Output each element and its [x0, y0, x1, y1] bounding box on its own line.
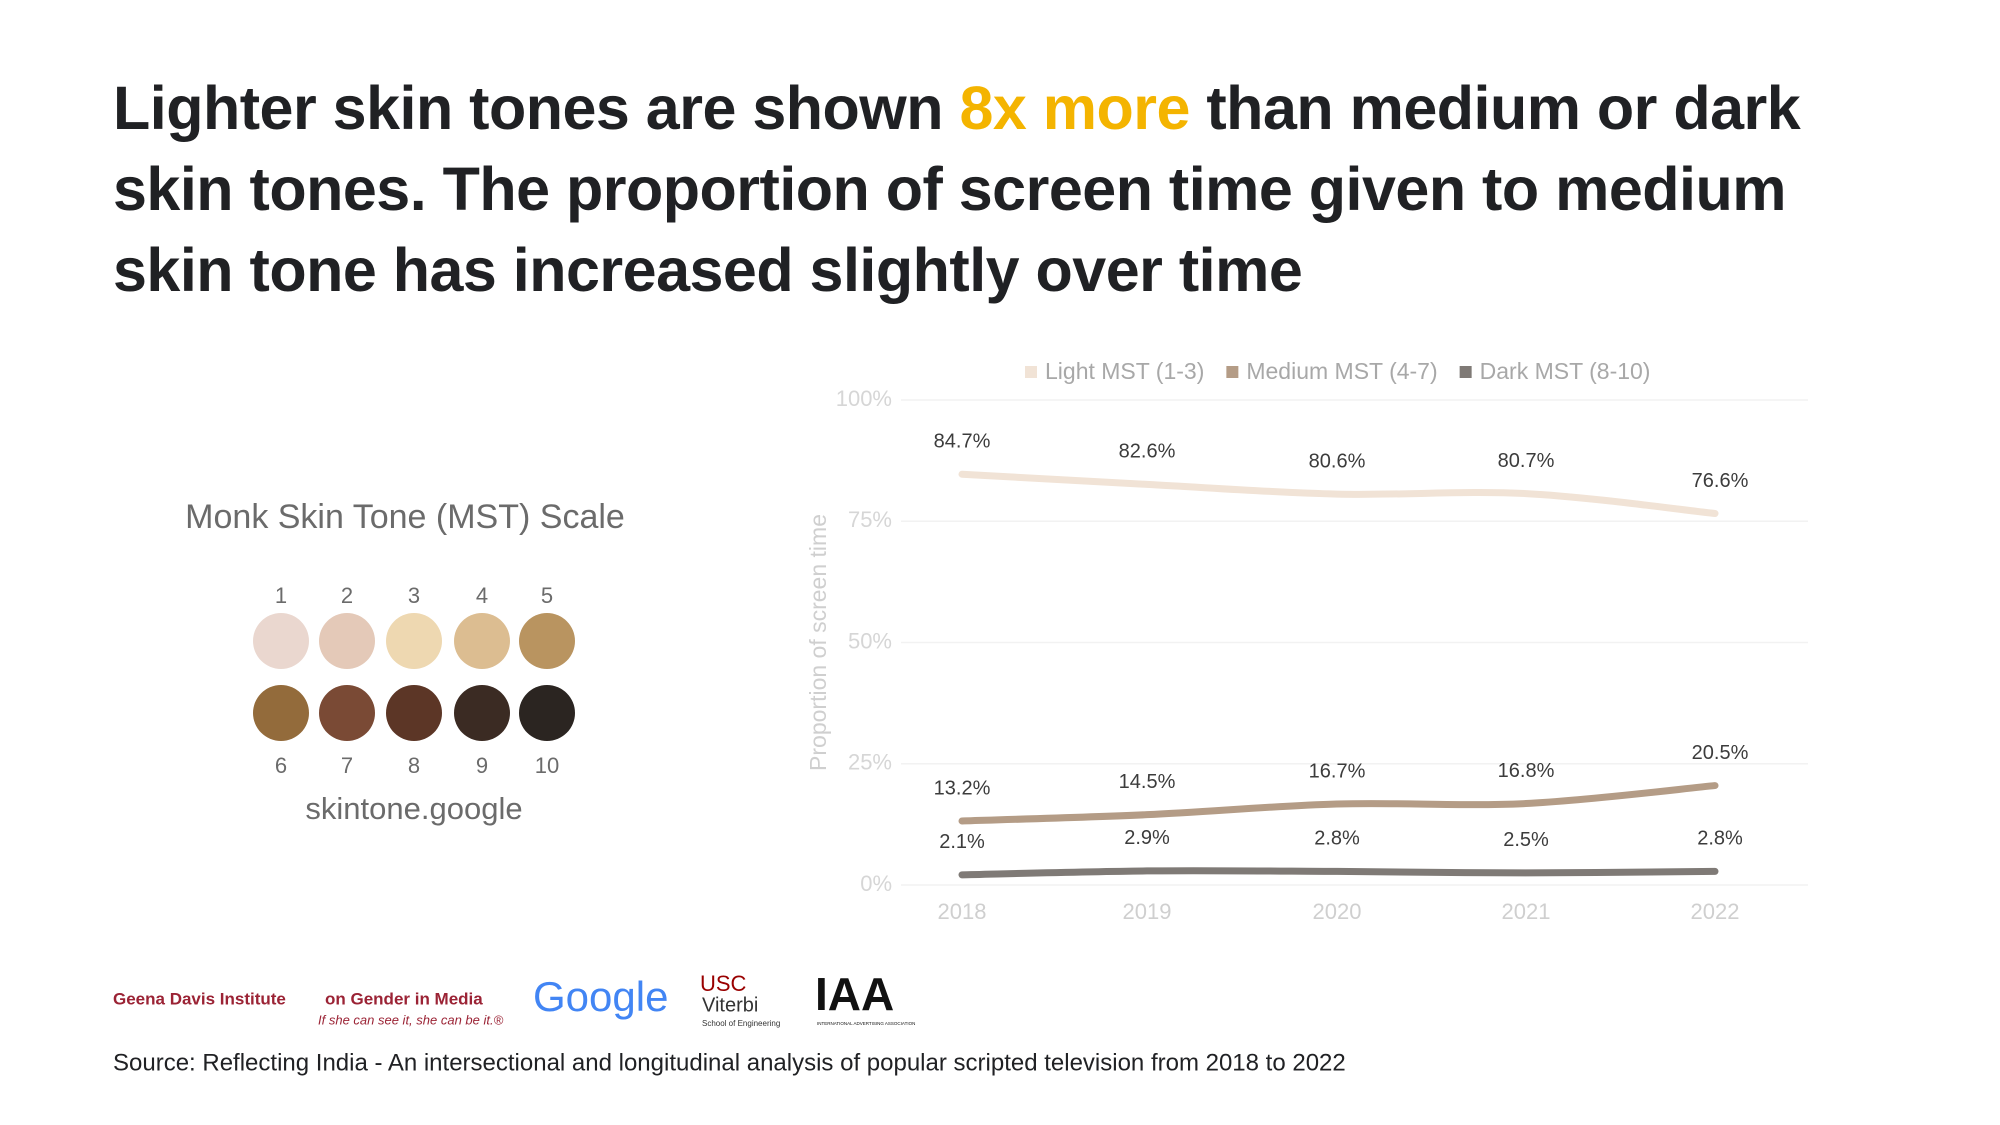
skin-tone-swatch [519, 613, 575, 669]
skin-tone-number: 2 [341, 583, 353, 608]
y-tick-label: 0% [860, 871, 892, 896]
title-highlight: 8x more [959, 74, 1190, 142]
skin-tone-number: 1 [275, 583, 287, 608]
skin-tone-swatch [454, 685, 510, 741]
skin-tone-number: 6 [275, 753, 287, 778]
data-label: 2.1% [939, 831, 985, 853]
data-label: 82.6% [1119, 441, 1176, 463]
series-line [958, 782, 1719, 825]
data-label: 2.8% [1697, 828, 1743, 850]
skin-tone-swatch [386, 685, 442, 741]
x-tick-label: 2020 [1313, 899, 1362, 924]
x-tick-label: 2021 [1502, 899, 1551, 924]
skin-tone-swatch [454, 613, 510, 669]
skin-tone-number: 8 [408, 753, 420, 778]
skin-tone-swatch [253, 613, 309, 669]
skin-tone-swatch [319, 685, 375, 741]
logo-text: Viterbi [702, 994, 758, 1016]
data-label: 14.5% [1119, 771, 1176, 793]
skin-tone-number: 3 [408, 583, 420, 608]
logo-text: IAA [815, 968, 894, 1020]
y-tick-label: 75% [848, 507, 892, 532]
series-line [958, 470, 1719, 517]
skin-tone-number: 7 [341, 753, 353, 778]
skin-tone-swatch [386, 613, 442, 669]
x-tick-label: 2018 [938, 899, 987, 924]
legend-swatch [1025, 366, 1037, 378]
skin-tone-swatch [519, 685, 575, 741]
data-label: 76.6% [1692, 470, 1749, 492]
data-label: 13.2% [934, 777, 991, 799]
source-note: Source: Reflecting India - An intersecti… [113, 1049, 1346, 1076]
skin-tone-swatch [253, 685, 309, 741]
legend-swatch [1459, 366, 1472, 378]
x-tick-label: 2019 [1123, 899, 1172, 924]
data-label: 84.7% [934, 430, 991, 452]
logo-text: School of Engineering [702, 1019, 780, 1028]
logo-text: INTERNATIONAL ADVERTISING ASSOCIATION [817, 1021, 915, 1026]
series-line [958, 867, 1719, 879]
legend-swatch [1226, 366, 1239, 378]
data-label: 2.5% [1503, 829, 1549, 851]
legend-label: Dark MST (8-10) [1480, 358, 1651, 384]
skin-tone-number: 10 [535, 753, 559, 778]
data-label: 16.7% [1309, 760, 1366, 782]
skin-tone-number: 9 [476, 753, 488, 778]
title-text: than medium or dark skin tones. The prop… [113, 74, 1801, 304]
data-label: 2.8% [1314, 828, 1360, 850]
skin-tone-number: 4 [476, 583, 488, 608]
logo-text: on Gender in Media [325, 989, 483, 1008]
logo-text: Google [533, 973, 668, 1020]
skin-tone-number: 5 [541, 583, 553, 608]
title-text: Lighter skin tones are shown [113, 74, 960, 142]
x-tick-label: 2022 [1691, 899, 1740, 924]
y-tick-label: 25% [848, 750, 892, 775]
logo-text: USC [700, 971, 747, 996]
scale-title: Monk Skin Tone (MST) Scale [185, 498, 625, 536]
data-label: 20.5% [1692, 742, 1749, 764]
data-label: 2.9% [1124, 827, 1170, 849]
data-label: 80.6% [1309, 450, 1366, 472]
y-tick-label: 100% [836, 386, 892, 411]
logo-tagline: If she can see it, she can be it.® [318, 1012, 504, 1027]
legend-label: Medium MST (4-7) [1246, 358, 1437, 384]
scale-url: skintone.google [305, 791, 522, 826]
y-axis-title: Proportion of screen time [805, 514, 831, 771]
skin-tone-swatch [319, 613, 375, 669]
data-label: 16.8% [1498, 760, 1555, 782]
slide-title: Lighter skin tones are shown 8x more tha… [113, 68, 1873, 311]
legend-label: Light MST (1-3) [1045, 358, 1204, 384]
data-label: 80.7% [1498, 450, 1555, 472]
y-tick-label: 50% [848, 628, 892, 653]
logo-text: Geena Davis Institute [113, 989, 286, 1008]
